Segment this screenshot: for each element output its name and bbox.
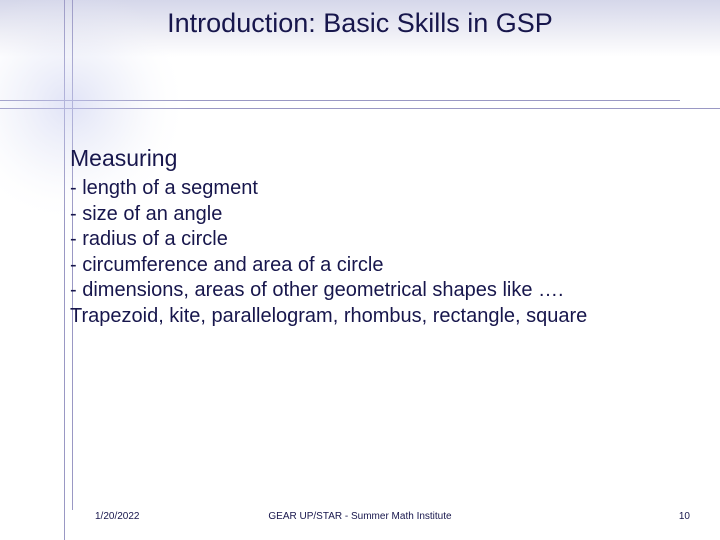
horizontal-rule-2: [0, 108, 720, 109]
title-band: Introduction: Basic Skills in GSP: [0, 0, 720, 57]
footer-page-number: 10: [679, 511, 690, 522]
horizontal-rule-1: [0, 100, 680, 101]
list-item: - length of a segment: [70, 176, 690, 202]
slide: Introduction: Basic Skills in GSP Measur…: [0, 0, 720, 540]
slide-title: Introduction: Basic Skills in GSP: [167, 8, 553, 39]
list-item: - radius of a circle: [70, 227, 690, 253]
section-heading: Measuring: [70, 145, 690, 172]
list-item: - size of an angle: [70, 202, 690, 228]
body-content: Measuring - length of a segment - size o…: [70, 145, 690, 330]
item-list: - length of a segment - size of an angle…: [70, 176, 690, 330]
footer-center: GEAR UP/STAR - Summer Math Institute: [0, 511, 720, 522]
vertical-rule-1: [64, 0, 65, 540]
list-item: - dimensions, areas of other geometrical…: [70, 278, 690, 304]
list-item: - circumference and area of a circle: [70, 253, 690, 279]
list-item: Trapezoid, kite, parallelogram, rhombus,…: [70, 304, 690, 330]
